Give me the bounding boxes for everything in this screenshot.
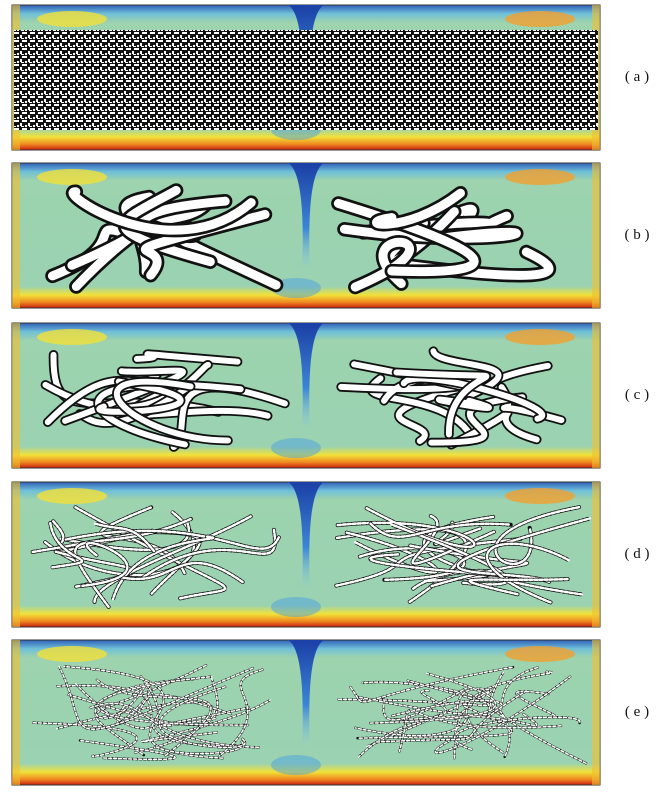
panel-label: ( e ) xyxy=(625,704,649,720)
panel-label: ( a ) xyxy=(625,69,649,85)
panel: ( a ) xyxy=(12,5,649,150)
panel-label: ( b ) xyxy=(625,227,650,243)
warm-spot xyxy=(37,329,107,345)
warm-spot xyxy=(37,646,107,662)
left-wall xyxy=(12,482,20,627)
warm-spot xyxy=(505,11,575,27)
warm-spot xyxy=(505,488,575,504)
warm-spot xyxy=(505,646,575,662)
left-wall xyxy=(12,323,20,468)
right-wall xyxy=(592,482,600,627)
warm-spot xyxy=(505,169,575,185)
panel: ( d ) xyxy=(12,482,650,627)
warm-spot xyxy=(37,11,107,27)
panel: ( e ) xyxy=(12,640,649,785)
left-wall xyxy=(12,163,20,308)
left-wall xyxy=(12,640,20,785)
warm-spot xyxy=(505,329,575,345)
warm-spot xyxy=(37,488,107,504)
figure: ( a ) ( b ) ( c ) ( d ) ( e ) xyxy=(0,0,665,789)
cool-spot xyxy=(271,438,321,458)
panel: ( c ) xyxy=(12,323,649,468)
right-wall xyxy=(592,323,600,468)
panel-label: ( d ) xyxy=(625,546,650,562)
panel: ( b ) xyxy=(12,163,650,308)
right-wall xyxy=(592,163,600,308)
cool-spot xyxy=(271,597,321,617)
cool-spot xyxy=(271,755,321,775)
warm-spot xyxy=(37,169,107,185)
right-wall xyxy=(592,640,600,785)
panel-label: ( c ) xyxy=(625,387,649,403)
page: ( a )( b )( c )( d )( e ) (() => { const… xyxy=(0,0,665,789)
particle-layer xyxy=(14,30,598,130)
